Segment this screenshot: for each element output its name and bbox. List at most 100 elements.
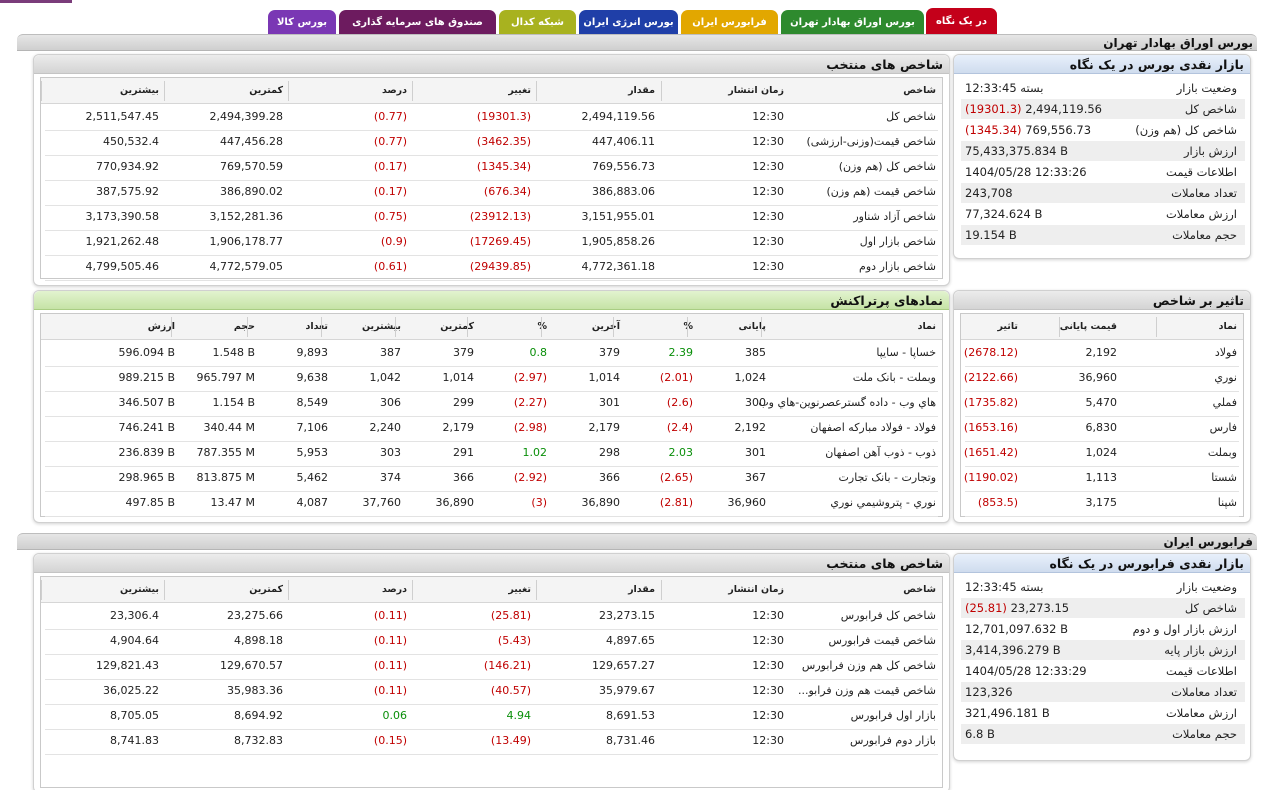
glance-label: حجم معاملات <box>1172 228 1237 242</box>
index-name: شاخص آزاد شناور <box>853 210 936 223</box>
row-divider <box>45 366 938 367</box>
col-separator <box>536 81 537 101</box>
row-divider <box>45 629 938 630</box>
row-divider <box>965 416 1239 417</box>
symbol-name: فملي <box>1212 396 1237 409</box>
tab-6[interactable]: بورس کالا <box>268 10 336 34</box>
last-percent: (2.98) <box>513 421 547 434</box>
glance-row: (19301.3) 2,494,119.56 شاخص کل <box>961 99 1245 119</box>
index-name: بازار دوم فرابورس <box>850 734 936 747</box>
max-price: 387 <box>380 346 401 359</box>
glance-row: بسته 12:33:45 وضعیت بازار <box>961 577 1245 597</box>
tse-active-table: نماد پایانی% آخرین% کمترین بیشترین تعداد حجم ار… <box>40 313 943 517</box>
glance-value: 1404/05/28 12:33:26 <box>965 165 1087 179</box>
close-percent: (2.81) <box>659 496 693 509</box>
index-value: 4,897.65 <box>606 634 655 647</box>
tse-impact-table: نماد قیمت پایانی تاثیر فولاد 2,192 (2678.12) ن… <box>960 313 1244 517</box>
col-separator <box>412 81 413 101</box>
col-separator <box>171 317 172 337</box>
index-min: 129,670.57 <box>220 659 283 672</box>
index-change: 4.94 <box>506 709 532 722</box>
col-header: حجم <box>233 321 255 332</box>
publish-time: 12:30 <box>752 609 784 622</box>
last-price: 301 <box>599 396 620 409</box>
tab-0[interactable]: در یک نگاه <box>926 8 997 34</box>
min-price: 366 <box>453 471 474 484</box>
table-row <box>41 466 942 491</box>
col-separator <box>687 317 688 337</box>
glance-change: (1345.34) <box>965 123 1022 137</box>
table-header-row <box>41 78 942 104</box>
row-divider <box>45 391 938 392</box>
glance-label: وضعیت بازار <box>1176 580 1237 594</box>
index-min: 447,456.28 <box>220 135 283 148</box>
index-percent: 0.06 <box>382 709 408 722</box>
glance-row: (25.81) 23,273.15 شاخص کل <box>961 598 1245 618</box>
tse-impact-panel: تاثیر بر شاخص نماد قیمت پایانی تاثیر فولاد 2… <box>953 290 1251 523</box>
trade-volume: 13.47 M <box>210 496 255 509</box>
col-header: کمترین <box>440 321 474 332</box>
symbol-name: وتجارت - بانک تجارت <box>838 471 936 484</box>
tab-3[interactable]: بورس انرژی ایران <box>579 10 678 34</box>
row-divider <box>45 255 938 256</box>
trade-count: 5,462 <box>296 471 329 484</box>
row-divider <box>45 130 938 131</box>
index-max: 450,532.4 <box>103 135 159 148</box>
publish-time: 12:30 <box>752 684 784 697</box>
row-divider <box>45 155 938 156</box>
tse-glance-list: بسته 12:33:45 وضعیت بازار (19301.3) 2,494,… <box>961 78 1245 254</box>
index-min: 769,570.59 <box>220 160 283 173</box>
table-row <box>41 416 942 441</box>
col-header: تغییر <box>508 85 531 96</box>
glance-value: بسته 12:33:45 <box>965 81 1044 95</box>
index-name: شاخص قیمت(وزنی-ارزشی) <box>806 135 936 148</box>
tab-1[interactable]: بورس اوراق بهادار تهران <box>781 10 924 34</box>
tab-5[interactable]: صندوق های سرمایه گذاری <box>339 10 496 34</box>
index-percent: (0.11) <box>373 684 407 697</box>
row-divider <box>965 466 1239 467</box>
last-price: 2,179 <box>588 421 621 434</box>
min-price: 2,179 <box>442 421 475 434</box>
index-name: شاخص قیمت (هم وزن) <box>826 185 936 198</box>
glance-row: 12,701,097.632 B ارزش بازار اول و دوم <box>961 619 1245 639</box>
glance-row: بسته 12:33:45 وضعیت بازار <box>961 78 1245 98</box>
col-separator <box>541 317 542 337</box>
table-row <box>41 491 942 516</box>
row-divider <box>965 491 1239 492</box>
row-divider <box>45 729 938 730</box>
glance-label: ارزش بازار پایه <box>1164 643 1237 657</box>
index-max: 4,799,505.46 <box>85 260 159 273</box>
col-header: قیمت پایانی <box>1059 321 1117 332</box>
publish-time: 12:30 <box>752 235 784 248</box>
col-separator <box>1059 317 1060 337</box>
col-header: % <box>683 321 693 332</box>
index-change: (29439.85) <box>469 260 531 273</box>
ifb-indices-panel: شاخص های منتخب شاخص زمان انتشار مقدار تغییر… <box>33 553 950 790</box>
glance-value-wrap: 3,414,396.279 B <box>961 643 1061 657</box>
glance-value: 2,494,119.56 <box>1025 102 1103 116</box>
index-min: 8,694.92 <box>234 709 283 722</box>
min-price: 1,014 <box>442 371 475 384</box>
glance-change: (19301.3) <box>965 102 1022 116</box>
close-price: 36,960 <box>727 496 767 509</box>
index-change: (5.43) <box>497 634 531 647</box>
col-header: زمان انتشار <box>728 584 784 595</box>
publish-time: 12:30 <box>752 135 784 148</box>
symbol-name: فارس <box>1209 421 1237 434</box>
tab-4[interactable]: شبکه کدال <box>499 10 576 34</box>
col-separator <box>661 580 662 600</box>
glance-row: 75,433,375.834 B ارزش بازار <box>961 141 1245 161</box>
ifb-section-title: فرابورس ایران <box>17 533 1257 550</box>
table-row <box>41 629 942 654</box>
glance-label: شاخص کل <box>1184 601 1237 615</box>
tab-2[interactable]: فرابورس ایران <box>681 10 778 34</box>
index-impact: (1653.16) <box>963 421 1018 434</box>
symbol-name: هاي وب - داده گسترعصرنوين-هاي وب <box>758 396 936 409</box>
index-value: 4,772,361.18 <box>581 260 655 273</box>
tse-section-title: بورس اوراق بهادار تهران <box>17 34 1257 51</box>
last-percent: 1.02 <box>522 446 548 459</box>
table-row <box>41 341 942 366</box>
last-price: 1,014 <box>588 371 621 384</box>
index-min: 4,898.18 <box>234 634 283 647</box>
index-min: 23,275.66 <box>227 609 283 622</box>
